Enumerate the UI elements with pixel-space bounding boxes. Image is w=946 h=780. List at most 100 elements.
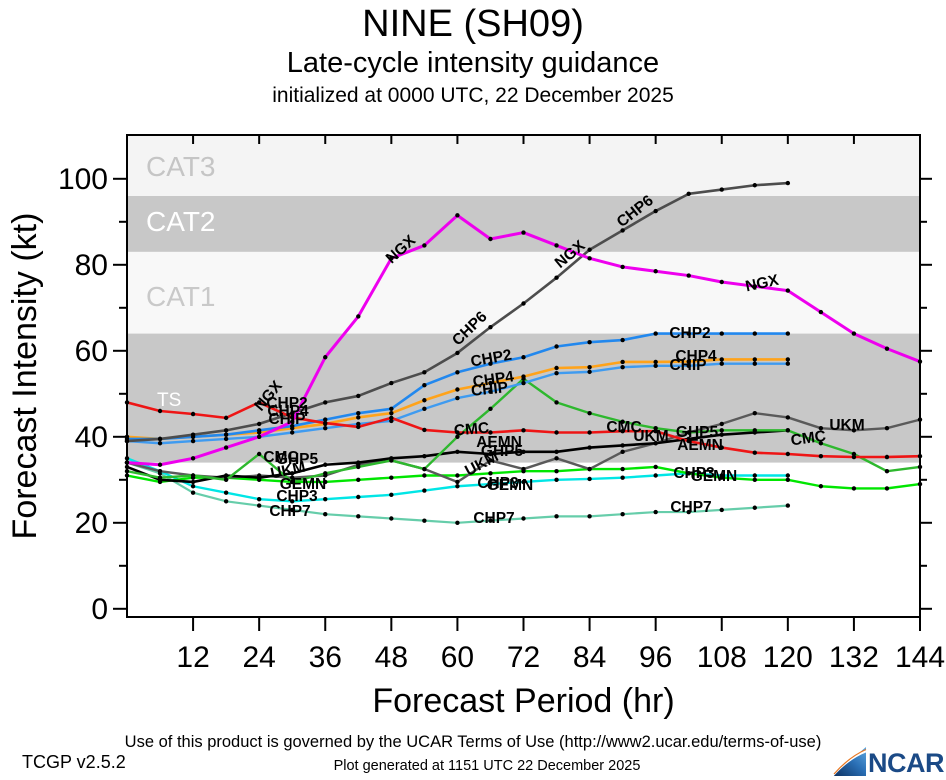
point-CHP2 bbox=[488, 361, 493, 366]
point-CHP3 bbox=[455, 484, 460, 489]
point-CHP7 bbox=[620, 512, 625, 517]
y-tick-label: 20 bbox=[75, 507, 108, 540]
point-CHIP bbox=[422, 406, 427, 412]
point-CHP4 bbox=[719, 357, 724, 362]
point-CHP4 bbox=[686, 359, 691, 364]
point-GHP5 bbox=[256, 475, 262, 480]
point-AEMN bbox=[719, 428, 724, 433]
point-UKM bbox=[884, 426, 890, 431]
point-CHP6 bbox=[323, 400, 328, 405]
point-CHP3 bbox=[190, 484, 196, 489]
point-NGX bbox=[785, 288, 791, 293]
point-GHP5 bbox=[190, 479, 196, 485]
ncar-logo-text: NCAR bbox=[868, 748, 945, 778]
point-CHP7 bbox=[587, 514, 592, 519]
point-CHP4 bbox=[455, 387, 460, 392]
point-NGX bbox=[223, 445, 229, 450]
point-CHP3 bbox=[752, 473, 757, 478]
point-CHP3 bbox=[223, 490, 229, 495]
point-CHIP bbox=[653, 363, 658, 369]
x-tick-label: 60 bbox=[441, 641, 474, 674]
line-label-chp7: CHP7 bbox=[670, 499, 711, 516]
point-NGX bbox=[422, 243, 427, 248]
point-AEMN bbox=[356, 464, 361, 470]
point-CHP6 bbox=[785, 180, 791, 186]
point-GEMN bbox=[785, 477, 791, 482]
line-label-chp7: CHP7 bbox=[269, 503, 310, 520]
point-NGX bbox=[752, 284, 757, 289]
point-AEMN bbox=[653, 426, 658, 431]
point-CHP2 bbox=[785, 331, 791, 336]
point-AEMN bbox=[818, 441, 824, 446]
point-NGX bbox=[290, 419, 295, 424]
point-GHP5 bbox=[290, 471, 295, 476]
band-cat2 bbox=[127, 196, 920, 252]
point-CHP6 bbox=[587, 247, 592, 252]
point-GHP5 bbox=[620, 443, 625, 448]
point-CHIP bbox=[389, 418, 394, 424]
page-title: NINE (SH09) bbox=[362, 3, 584, 45]
point-CMC bbox=[884, 454, 890, 460]
point-CHP6 bbox=[223, 428, 229, 433]
point-CHP2 bbox=[223, 432, 229, 437]
point-GEMN bbox=[554, 469, 559, 474]
line-label-chip: CHIP bbox=[268, 411, 305, 428]
point-CHP3 bbox=[554, 477, 559, 482]
point-GEMN bbox=[818, 484, 824, 489]
point-CHP6 bbox=[488, 324, 493, 330]
point-CHP6 bbox=[389, 380, 394, 386]
point-NGX bbox=[620, 264, 625, 270]
point-CHIP bbox=[554, 370, 559, 376]
point-NGX bbox=[521, 230, 526, 235]
x-tick-label: 12 bbox=[176, 641, 209, 674]
point-CHP7 bbox=[389, 516, 394, 521]
point-CHP6 bbox=[521, 301, 526, 306]
point-CMC bbox=[554, 430, 559, 435]
point-NGX bbox=[389, 256, 394, 261]
point-NGX bbox=[488, 236, 493, 242]
point-CHP2 bbox=[554, 344, 559, 349]
point-AEMN bbox=[884, 469, 890, 474]
point-CMC bbox=[488, 430, 493, 435]
point-CHP6 bbox=[686, 191, 691, 197]
point-CHIP bbox=[785, 361, 791, 366]
point-NGX bbox=[356, 314, 361, 319]
point-UKM bbox=[818, 426, 824, 431]
point-CMC bbox=[157, 408, 163, 414]
point-GEMN bbox=[356, 477, 361, 482]
point-CHP7 bbox=[256, 503, 262, 508]
line-label-chp2: CHP2 bbox=[266, 395, 307, 412]
point-CMC bbox=[223, 415, 229, 421]
x-tick-label: 72 bbox=[507, 641, 540, 674]
point-CHIP bbox=[752, 361, 757, 366]
line-label-chp2: CHP2 bbox=[469, 347, 513, 371]
point-AEMN bbox=[488, 406, 493, 412]
point-AEMN bbox=[686, 430, 691, 435]
point-CHP6 bbox=[554, 275, 559, 280]
point-CHP2 bbox=[356, 410, 361, 416]
point-GHP5 bbox=[554, 449, 559, 455]
point-CHP2 bbox=[290, 423, 295, 429]
point-CHP6 bbox=[356, 393, 361, 399]
point-CMC bbox=[719, 445, 724, 450]
point-UKM bbox=[587, 466, 592, 472]
point-CHP4 bbox=[356, 415, 361, 420]
point-CHP7 bbox=[356, 514, 361, 519]
point-CHP4 bbox=[422, 398, 427, 403]
point-CHP2 bbox=[455, 370, 460, 375]
line-label-chp3: CHP3 bbox=[276, 488, 318, 505]
point-CMC bbox=[389, 415, 394, 421]
y-tick-label: 60 bbox=[75, 335, 108, 368]
point-CMC bbox=[521, 428, 526, 433]
line-label-ghp5: GHP5 bbox=[481, 443, 524, 460]
point-CHIP bbox=[223, 436, 229, 442]
point-CHP2 bbox=[719, 331, 724, 336]
point-CHP3 bbox=[323, 496, 328, 502]
point-CMC bbox=[323, 420, 328, 426]
point-AEMN bbox=[851, 451, 857, 457]
point-CHP6 bbox=[653, 208, 658, 214]
ncar-logo: NCAR bbox=[830, 744, 945, 778]
plot-generated-text: Plot generated at 1151 UTC 22 December 2… bbox=[333, 758, 641, 774]
point-CHIP bbox=[157, 441, 163, 446]
